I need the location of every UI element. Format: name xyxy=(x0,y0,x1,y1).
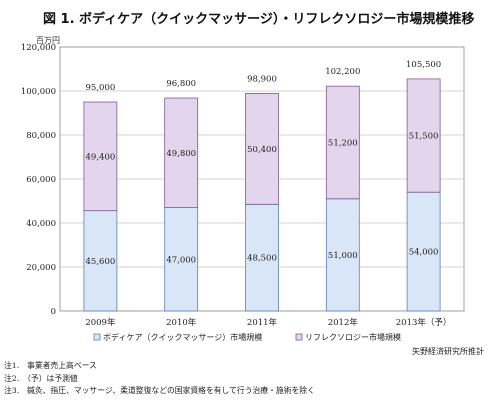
segment-value-label: 49,800 xyxy=(166,149,196,159)
legend: ボディケア（クイックマッサージ）市場規模 リフレクソロジー市場規模 xyxy=(93,332,401,342)
x-tick-label: 2011年 xyxy=(247,317,278,328)
legend-swatch xyxy=(93,333,101,341)
total-value-label: 95,000 xyxy=(86,83,116,93)
y-axis-unit: 百万円 xyxy=(36,36,60,45)
y-tick-label: 80,000 xyxy=(26,131,56,141)
bar-segment xyxy=(325,85,360,200)
total-value-label: 105,500 xyxy=(406,60,441,70)
y-tick-label: 120,000 xyxy=(21,43,56,53)
footnotes: 注1. 事業者売上高ベース 注2. （予）は予測値 注3. 鍼灸、指圧、マッサー… xyxy=(4,360,315,398)
segment-value-label: 45,600 xyxy=(86,257,116,267)
y-tick-label: 20,000 xyxy=(26,263,56,273)
footnote-1: 注1. 事業者売上高ベース xyxy=(4,361,97,370)
y-tick-label: 40,000 xyxy=(26,219,56,229)
x-axis-categories: 2009年 2010年 2011年 2012年 2013年（予） xyxy=(85,317,451,328)
x-tick-label: 2013年（予） xyxy=(396,317,452,328)
footnote-3: 注3. 鍼灸、指圧、マッサージ、柔道整復などの国家資格を有して行う治療・施術を除… xyxy=(4,386,315,395)
segment-value-label: 48,500 xyxy=(247,254,277,264)
legend-swatch xyxy=(295,333,303,341)
segment-value-label: 50,400 xyxy=(247,145,277,155)
y-tick-label: 0 xyxy=(51,307,56,317)
total-value-label: 102,200 xyxy=(325,67,360,77)
y-tick-label: 60,000 xyxy=(26,175,56,185)
x-tick-label: 2009年 xyxy=(85,317,116,328)
legend-label: ボディケア（クイックマッサージ）市場規模 xyxy=(103,332,262,342)
footnote-2: 注2. （予）は予測値 xyxy=(4,373,78,383)
total-value-label: 98,900 xyxy=(247,74,277,84)
bar-segment xyxy=(406,78,441,193)
y-tick-label: 100,000 xyxy=(21,87,56,97)
bar-segment xyxy=(164,207,199,312)
bar-segment xyxy=(406,191,441,312)
segment-value-label: 51,000 xyxy=(328,251,358,261)
bars: 45,600 49,400 95,000 47,000 49,800 96,800 48,5… xyxy=(83,60,441,312)
bar-segment xyxy=(245,93,279,205)
bar-segment xyxy=(245,203,279,312)
source-text: 矢野経済研究所推計 xyxy=(412,346,484,356)
segment-value-label: 49,400 xyxy=(86,152,116,162)
legend-label: リフレクソロジー市場規模 xyxy=(305,332,401,342)
y-axis-ticks: 0 20,000 40,000 60,000 80,000 100,000 120,000 xyxy=(21,43,56,317)
bar-segment xyxy=(83,101,118,212)
segment-value-label: 51,200 xyxy=(328,138,358,148)
segment-value-label: 54,000 xyxy=(409,248,439,258)
x-tick-label: 2010年 xyxy=(166,317,197,328)
bar-segment xyxy=(164,97,199,208)
segment-value-label: 47,000 xyxy=(166,255,196,265)
bar-segment xyxy=(325,198,360,312)
chart: 図 1. ボディケア（クイックマッサージ）・リフレクソロジー市場規模推移 百万円… xyxy=(21,11,484,356)
chart-title: 図 1. ボディケア（クイックマッサージ）・リフレクソロジー市場規模推移 xyxy=(43,11,474,27)
total-value-label: 96,800 xyxy=(166,79,196,89)
x-tick-label: 2012年 xyxy=(328,317,359,328)
segment-value-label: 51,500 xyxy=(409,132,439,142)
